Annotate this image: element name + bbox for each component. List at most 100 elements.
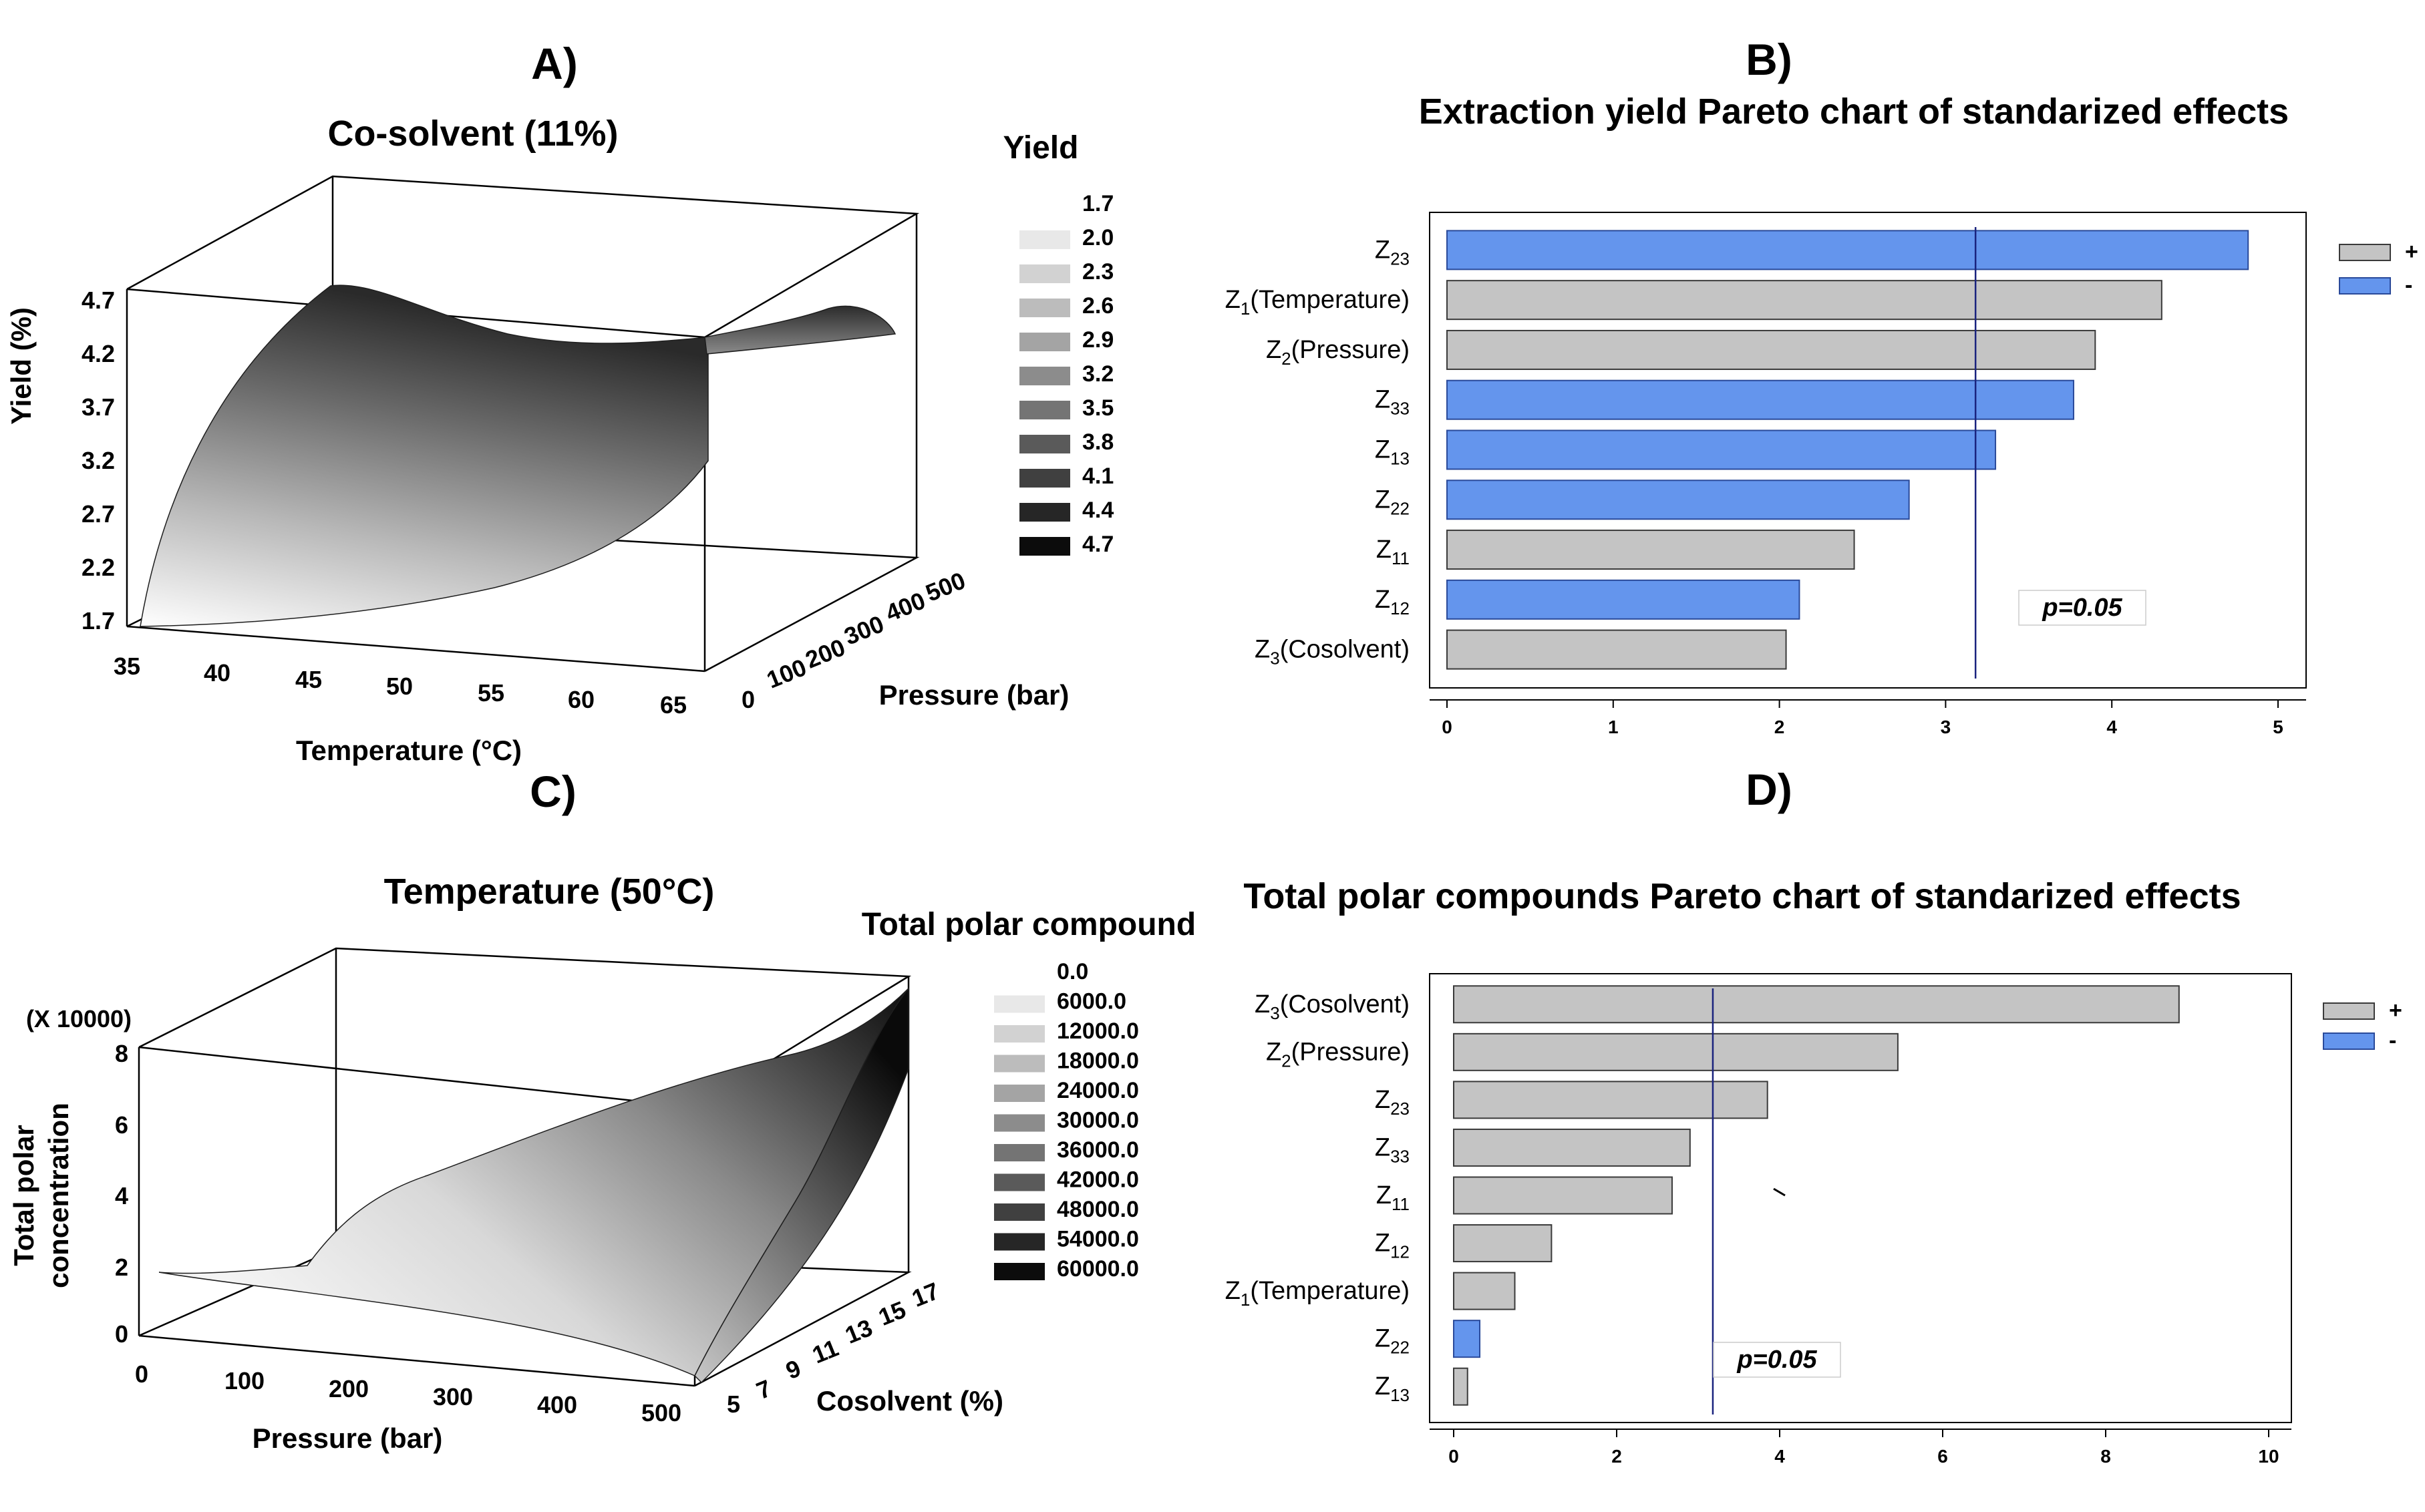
legend-swatch — [1019, 264, 1070, 283]
bar — [1446, 480, 1910, 520]
legend-swatch — [994, 1114, 1045, 1132]
x-tick: 100 — [224, 1367, 265, 1394]
legend-swatch — [1019, 230, 1070, 249]
legend-label: 4.4 — [1082, 498, 1114, 523]
z-tick: 1.7 — [82, 607, 115, 634]
x-tick: 300 — [433, 1383, 473, 1410]
legend-swatch — [994, 1173, 1045, 1191]
y-tick: 0 — [742, 686, 755, 713]
y-tick: 300 — [840, 610, 888, 650]
bar — [1446, 629, 1787, 670]
bar-label: Z23 — [1375, 1086, 1410, 1119]
legend-label: 2.3 — [1082, 259, 1114, 285]
legend-swatch — [1019, 401, 1070, 419]
panel-c-y-label: Cosolvent (%) — [816, 1385, 1003, 1416]
legend-swatch — [2323, 1002, 2375, 1020]
legend-swatch — [994, 1263, 1045, 1280]
legend-swatch — [994, 1025, 1045, 1043]
legend-label: 24000.0 — [1057, 1078, 1139, 1103]
x-tick: 6 — [1937, 1446, 1948, 1467]
panel-a-surface — [140, 285, 897, 627]
legend-label: 4.1 — [1082, 463, 1114, 489]
panel-a-legend-title: Yield — [1003, 130, 1079, 166]
panel-b: B) Extraction yield Pareto chart of stan… — [1225, 35, 2418, 737]
z-tick: 3.7 — [82, 393, 115, 421]
legend-swatch — [1019, 469, 1070, 488]
panel-c-x-ticks: 0 100 200 300 400 500 — [135, 1360, 681, 1427]
panel-d: D) Total polar compounds Pareto chart of… — [1225, 765, 2402, 1467]
legend-label: - — [2389, 1028, 2396, 1053]
y-tick: 15 — [874, 1296, 909, 1331]
legend-label: 2.0 — [1082, 225, 1114, 250]
bar-label: Z22 — [1375, 1325, 1410, 1358]
x-tick: 10 — [2258, 1446, 2279, 1467]
panel-a-z-label: Yield (%) — [5, 307, 37, 425]
legend-swatch — [994, 1203, 1045, 1221]
z-tick: 3.2 — [82, 447, 115, 474]
x-tick: 0 — [1442, 717, 1452, 737]
x-tick: 2 — [1611, 1446, 1622, 1467]
legend-label: 36000.0 — [1057, 1137, 1139, 1163]
bar — [1453, 1128, 1691, 1167]
x-tick: 500 — [641, 1399, 681, 1427]
bar — [1446, 579, 1800, 620]
threshold-label: p=0.05 — [2042, 594, 2122, 622]
bar — [1446, 429, 1997, 470]
legend-label: 12000.0 — [1057, 1018, 1139, 1044]
panel-c-z-label-line1: Total polar — [8, 1125, 39, 1266]
bar-label: Z33 — [1375, 386, 1410, 419]
bar — [1446, 329, 2096, 370]
legend-label: 3.5 — [1082, 395, 1114, 421]
bar-label: Z22 — [1375, 486, 1410, 518]
y-tick: 5 — [727, 1390, 740, 1418]
z-tick: 0 — [115, 1320, 128, 1348]
legend-label: 54000.0 — [1057, 1227, 1139, 1252]
x-tick: 2 — [1774, 717, 1785, 737]
x-tick: 55 — [478, 679, 504, 707]
legend-swatch — [1019, 435, 1070, 453]
panel-a-legend: Yield 1.7 2.0 2.3 2.6 2.9 3.2 3.5 3.8 4.1 4.4 4.7 — [1003, 130, 1114, 557]
panel-c-title: Temperature (50°C) — [384, 872, 715, 912]
panel-c-letter: C) — [530, 767, 577, 816]
z-tick: 2.2 — [82, 554, 115, 581]
legend-label: 42000.0 — [1057, 1167, 1139, 1193]
legend-label: 4.7 — [1082, 532, 1114, 557]
legend-swatch — [994, 1144, 1045, 1161]
panel-d-title: Total polar compounds Pareto chart of st… — [1243, 876, 2241, 916]
x-tick: 0 — [135, 1360, 148, 1388]
y-tick: 17 — [908, 1277, 943, 1312]
panel-c-legend-title: Total polar compound — [862, 907, 1196, 942]
bar-label: Z2(Pressure) — [1266, 1038, 1410, 1071]
panel-c-legend: Total polar compound 0.0 6000.0 12000.0 180… — [862, 907, 1196, 1282]
x-tick: 40 — [204, 659, 230, 687]
bar — [1453, 1272, 1516, 1310]
y-tick: 500 — [922, 566, 969, 607]
bar-label: Z1(Temperature) — [1225, 1277, 1410, 1310]
y-tick: 7 — [752, 1374, 775, 1405]
z-tick: 4 — [115, 1182, 128, 1209]
x-tick: 65 — [660, 691, 687, 719]
legend-label: 48000.0 — [1057, 1197, 1139, 1222]
legend-swatch — [994, 995, 1045, 1013]
legend-label: 2.9 — [1082, 327, 1114, 353]
panel-c-z-label-line2: concentration — [43, 1103, 74, 1288]
panel-a-title: Co-solvent (11%) — [327, 114, 618, 154]
bar — [1446, 379, 2074, 420]
bar-label: Z33 — [1375, 1133, 1410, 1166]
legend-swatch — [1019, 503, 1070, 522]
bar-label: Z3(Cosolvent) — [1255, 990, 1410, 1023]
z-tick: 8 — [115, 1040, 128, 1067]
x-tick: 3 — [1941, 717, 1951, 737]
bar — [1453, 1032, 1899, 1071]
z-tick: 6 — [115, 1111, 128, 1139]
bar — [1453, 1224, 1553, 1263]
panel-c: C) Temperature (50°C) 8 6 4 2 0 (X 10000… — [8, 767, 1196, 1454]
bar-label: Z13 — [1375, 1372, 1410, 1405]
panel-d-letter: D) — [1746, 765, 1792, 814]
z-tick: 2 — [115, 1254, 128, 1281]
bar-label: Z12 — [1375, 1230, 1410, 1262]
panel-c-x-label: Pressure (bar) — [253, 1423, 443, 1454]
z-tick: 4.2 — [82, 340, 115, 367]
legend-label: 60000.0 — [1057, 1256, 1139, 1282]
bar — [1453, 985, 2180, 1024]
